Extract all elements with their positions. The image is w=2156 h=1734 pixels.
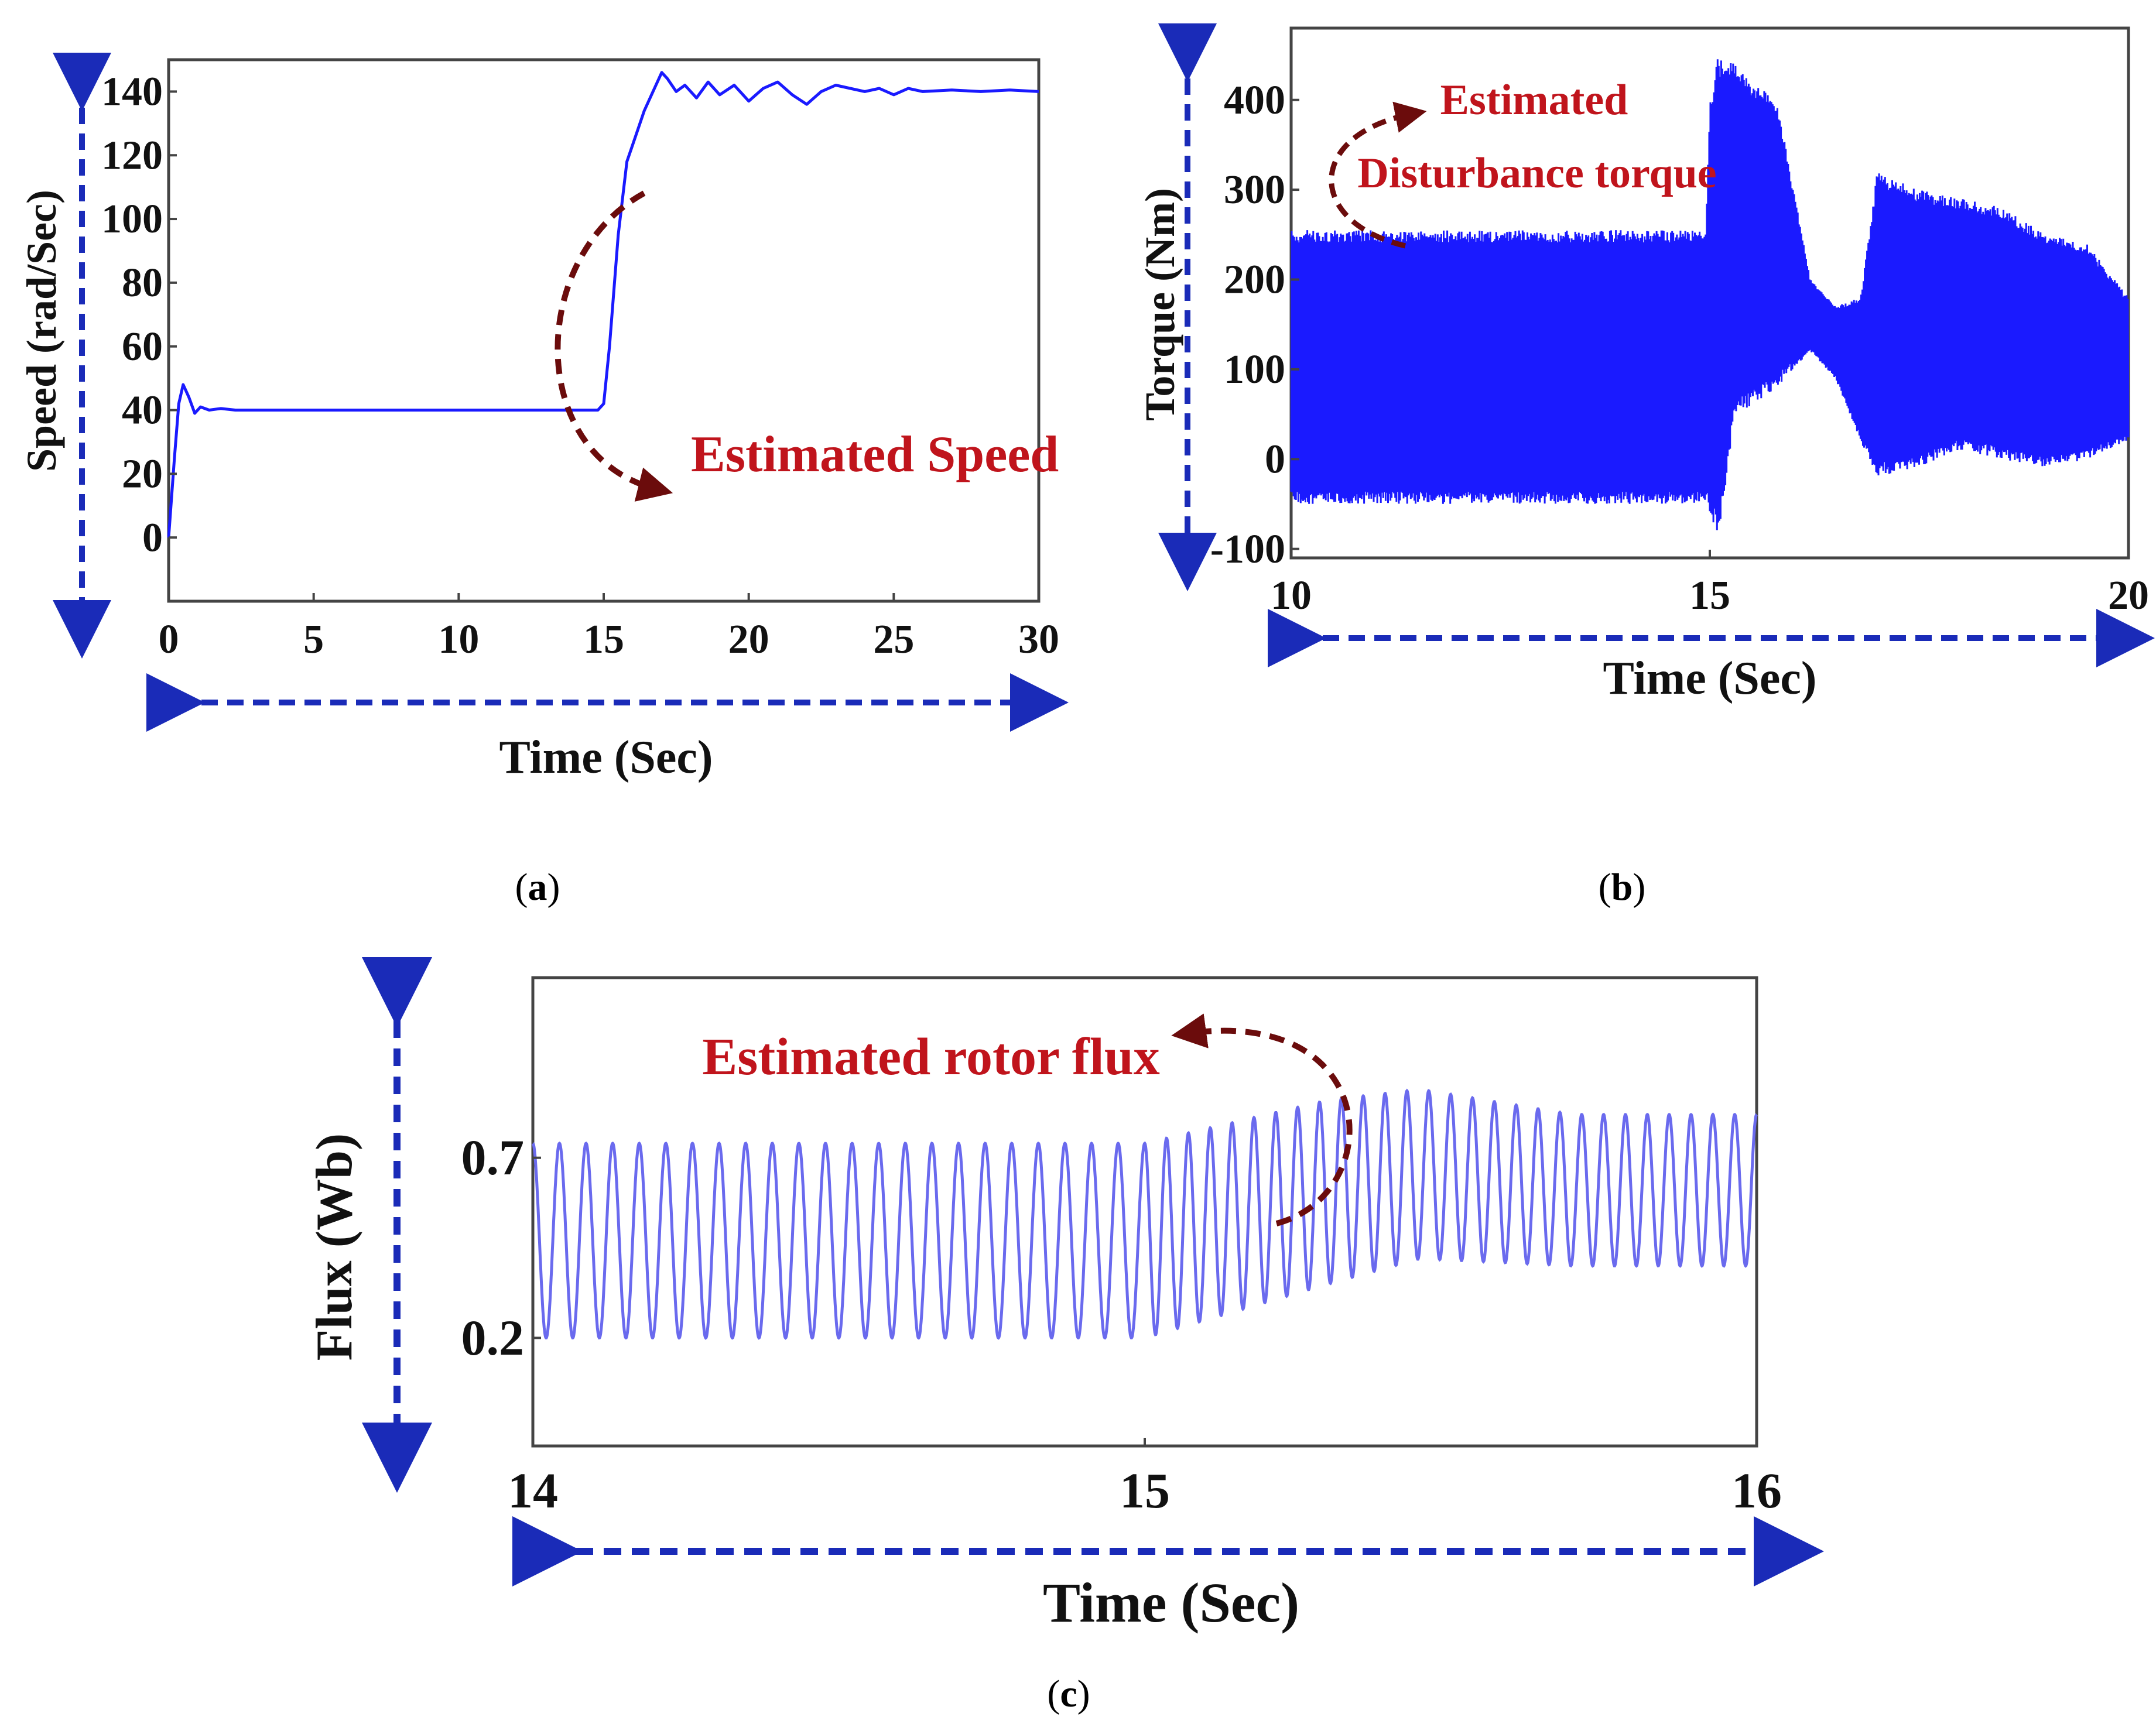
panel-b-torque-line <box>1290 59 2130 530</box>
panel-c-annotation: Estimated rotor flux <box>702 1028 1160 1086</box>
panel-a-x-tick-label: 20 <box>728 617 769 662</box>
panel-a-y-tick-label: 120 <box>101 133 163 178</box>
panel-a-y-ticks: 0 20 40 60 80 100 120 140 <box>101 70 177 560</box>
panel-c-series <box>532 1088 1758 1340</box>
panel-c-x-ticks: 14 15 16 <box>508 1438 1782 1519</box>
panel-b-y-tick-label: 100 <box>1224 347 1285 392</box>
panel-a-y-tick-label: 80 <box>122 261 163 306</box>
panel-b-y-axis-title: Torque (Nm) <box>1137 188 1183 421</box>
panel-b-y-ticks: -100 0 100 200 300 400 <box>1210 78 1299 572</box>
panel-a-y-tick-label: 100 <box>101 197 163 242</box>
panel-a-curved-arrow <box>555 190 673 502</box>
panel-c-y-axis-title: Flux (Wb) <box>306 1133 363 1361</box>
panel-a-x-tick-label: 0 <box>159 617 179 662</box>
panel-a-x-tick-label: 30 <box>1018 617 1059 662</box>
panel-b-torque-chart: 10 15 20 -100 0 100 200 300 400 Torque (Nm) Tim… <box>1137 23 2155 704</box>
panel-a-y-axis-title: Speed (rad/Sec) <box>18 190 65 472</box>
panel-c-y-tick-label: 0.2 <box>461 1310 525 1366</box>
panel-a-x-tick-label: 15 <box>583 617 624 662</box>
panel-a-speed-chart: 0 5 10 15 20 25 30 0 20 40 60 80 100 120 140 Speed (r… <box>18 53 1069 783</box>
panel-c-caption: (c) <box>1047 1673 1090 1715</box>
panel-b-caption: (b) <box>1599 866 1646 909</box>
panel-a-y-tick-label: 60 <box>122 324 163 369</box>
panel-a-speed-line <box>167 71 1039 538</box>
panel-a-annotation: Estimated Speed <box>691 426 1059 483</box>
panel-b-x-tick-label: 20 <box>2108 573 2149 618</box>
panel-c-curved-arrow <box>1171 1013 1353 1226</box>
panel-c-y-ticks: 0.2 0.7 <box>461 1129 541 1366</box>
panel-b-annotation-line1: Estimated <box>1440 76 1628 124</box>
panel-b-y-tick-label: 200 <box>1224 258 1285 303</box>
panel-b-x-tick-label: 10 <box>1271 573 1312 618</box>
panel-c-x-tick-label: 14 <box>508 1462 558 1519</box>
panel-a-x-tick-label: 5 <box>303 617 324 662</box>
panel-c-flux-chart: 14 15 16 0.2 0.7 Flux (Wb) Time (Sec) Estim… <box>306 957 1824 1634</box>
panel-a-series <box>167 71 1039 538</box>
panel-a-y-tick-label: 0 <box>142 515 163 560</box>
panel-a-x-tick-label: 10 <box>438 617 479 662</box>
panel-a-x-axis-title: Time (Sec) <box>499 732 713 783</box>
panel-b-x-tick-label: 15 <box>1689 573 1730 618</box>
panel-c-y-tick-label: 0.7 <box>461 1129 525 1185</box>
panel-a-plot-frame <box>167 58 1041 603</box>
panel-a-y-tick-label: 140 <box>101 70 163 115</box>
panel-b-annotation-line2: Disturbance torque <box>1357 149 1716 197</box>
panel-b-curved-arrow <box>1329 101 1427 249</box>
panel-c-x-axis-title: Time (Sec) <box>1043 1571 1299 1634</box>
panel-a-y-tick-label: 20 <box>122 451 163 496</box>
panel-a-caption: (a) <box>515 866 560 909</box>
panel-a-y-tick-label: 40 <box>122 388 163 433</box>
panel-a-x-tick-label: 25 <box>873 617 914 662</box>
panel-b-y-tick-label: 400 <box>1224 78 1285 123</box>
panel-b-x-axis-title: Time (Sec) <box>1603 653 1816 704</box>
panel-b-y-tick-label: 0 <box>1265 437 1285 482</box>
panel-c-flux-line <box>532 1088 1758 1340</box>
panel-b-series <box>1290 59 2130 530</box>
panel-b-y-tick-label: 300 <box>1224 167 1285 213</box>
panel-a-x-ticks: 0 5 10 15 20 25 30 <box>159 593 1059 662</box>
panel-c-x-tick-label: 16 <box>1731 1462 1782 1519</box>
panel-b-y-tick-label: -100 <box>1210 527 1285 572</box>
panel-b-x-ticks: 10 15 20 <box>1271 550 2149 618</box>
panel-c-x-tick-label: 15 <box>1120 1462 1170 1519</box>
